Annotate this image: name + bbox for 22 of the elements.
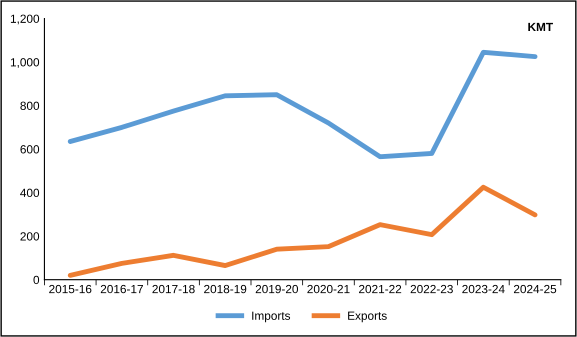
- y-tick-label: 1,200: [10, 14, 40, 24]
- annotation: KMT: [528, 22, 553, 32]
- x-tick-label: 2019-20: [256, 284, 298, 294]
- x-tick-label: 2015-16: [49, 284, 92, 294]
- x-tick-label: 2024-25: [514, 284, 556, 294]
- y-tick-label: 800: [20, 102, 40, 110]
- y-tick-label: 1,000: [10, 58, 40, 68]
- x-tick-label: 2018-19: [204, 284, 246, 294]
- x-tick-label: 2020-21: [307, 284, 350, 294]
- x-tick-label: 2022-23: [410, 284, 453, 294]
- y-tick-label: 400: [20, 188, 40, 198]
- x-tick-label: 2021-22: [359, 284, 402, 294]
- y-tick-label: 0: [33, 276, 40, 284]
- y-tick-label: 200: [20, 232, 40, 241]
- x-tick-label: 2023-24: [462, 284, 505, 294]
- x-tick-label: 2016-17: [100, 284, 143, 294]
- line-series: [68, 184, 538, 278]
- line-series: [68, 50, 538, 160]
- legend-label: Imports: [252, 312, 290, 322]
- legend-label: Exports: [348, 312, 387, 322]
- x-tick-label: 2017-18: [152, 284, 195, 294]
- y-tick-label: 600: [20, 145, 40, 154]
